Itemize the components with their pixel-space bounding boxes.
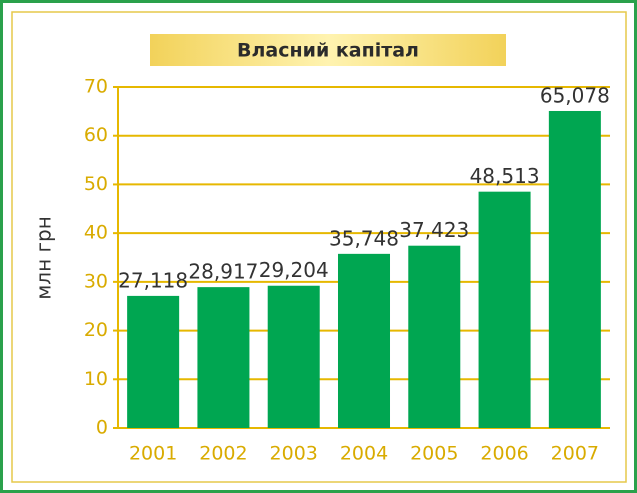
inner-frame — [11, 11, 627, 483]
value-label: 35,748 — [329, 226, 399, 250]
value-label: 29,204 — [259, 258, 329, 282]
value-label: 48,513 — [470, 164, 540, 188]
x-tick-label: 2005 — [410, 443, 458, 465]
value-label: 65,078 — [540, 83, 610, 107]
chart-title: Власний капітал — [237, 40, 419, 62]
y-tick-label: 70 — [84, 76, 108, 98]
bar — [197, 287, 250, 428]
y-tick-label: 40 — [84, 222, 108, 244]
y-tick-label: 50 — [84, 173, 108, 195]
value-label: 37,423 — [399, 218, 469, 242]
bar — [127, 295, 180, 428]
x-tick-label: 2002 — [199, 443, 247, 465]
y-axis-label: млн грн — [32, 216, 56, 300]
bar — [478, 191, 531, 428]
value-label: 27,118 — [118, 268, 188, 292]
x-tick-label: 2007 — [551, 443, 599, 465]
value-label: 28,917 — [188, 260, 258, 284]
y-tick-label: 60 — [84, 124, 108, 146]
y-tick-label: 30 — [84, 270, 108, 292]
bar — [548, 110, 601, 428]
x-tick-label: 2004 — [340, 443, 388, 465]
x-tick-label: 2006 — [480, 443, 528, 465]
bar — [408, 245, 461, 428]
title-box — [150, 34, 506, 66]
x-tick-label: 2001 — [129, 443, 177, 465]
y-tick-label: 0 — [96, 417, 108, 439]
x-tick-label: 2003 — [270, 443, 318, 465]
y-tick-label: 10 — [84, 368, 108, 390]
bar — [267, 285, 320, 428]
y-tick-label: 20 — [84, 319, 108, 341]
bar — [337, 253, 391, 428]
